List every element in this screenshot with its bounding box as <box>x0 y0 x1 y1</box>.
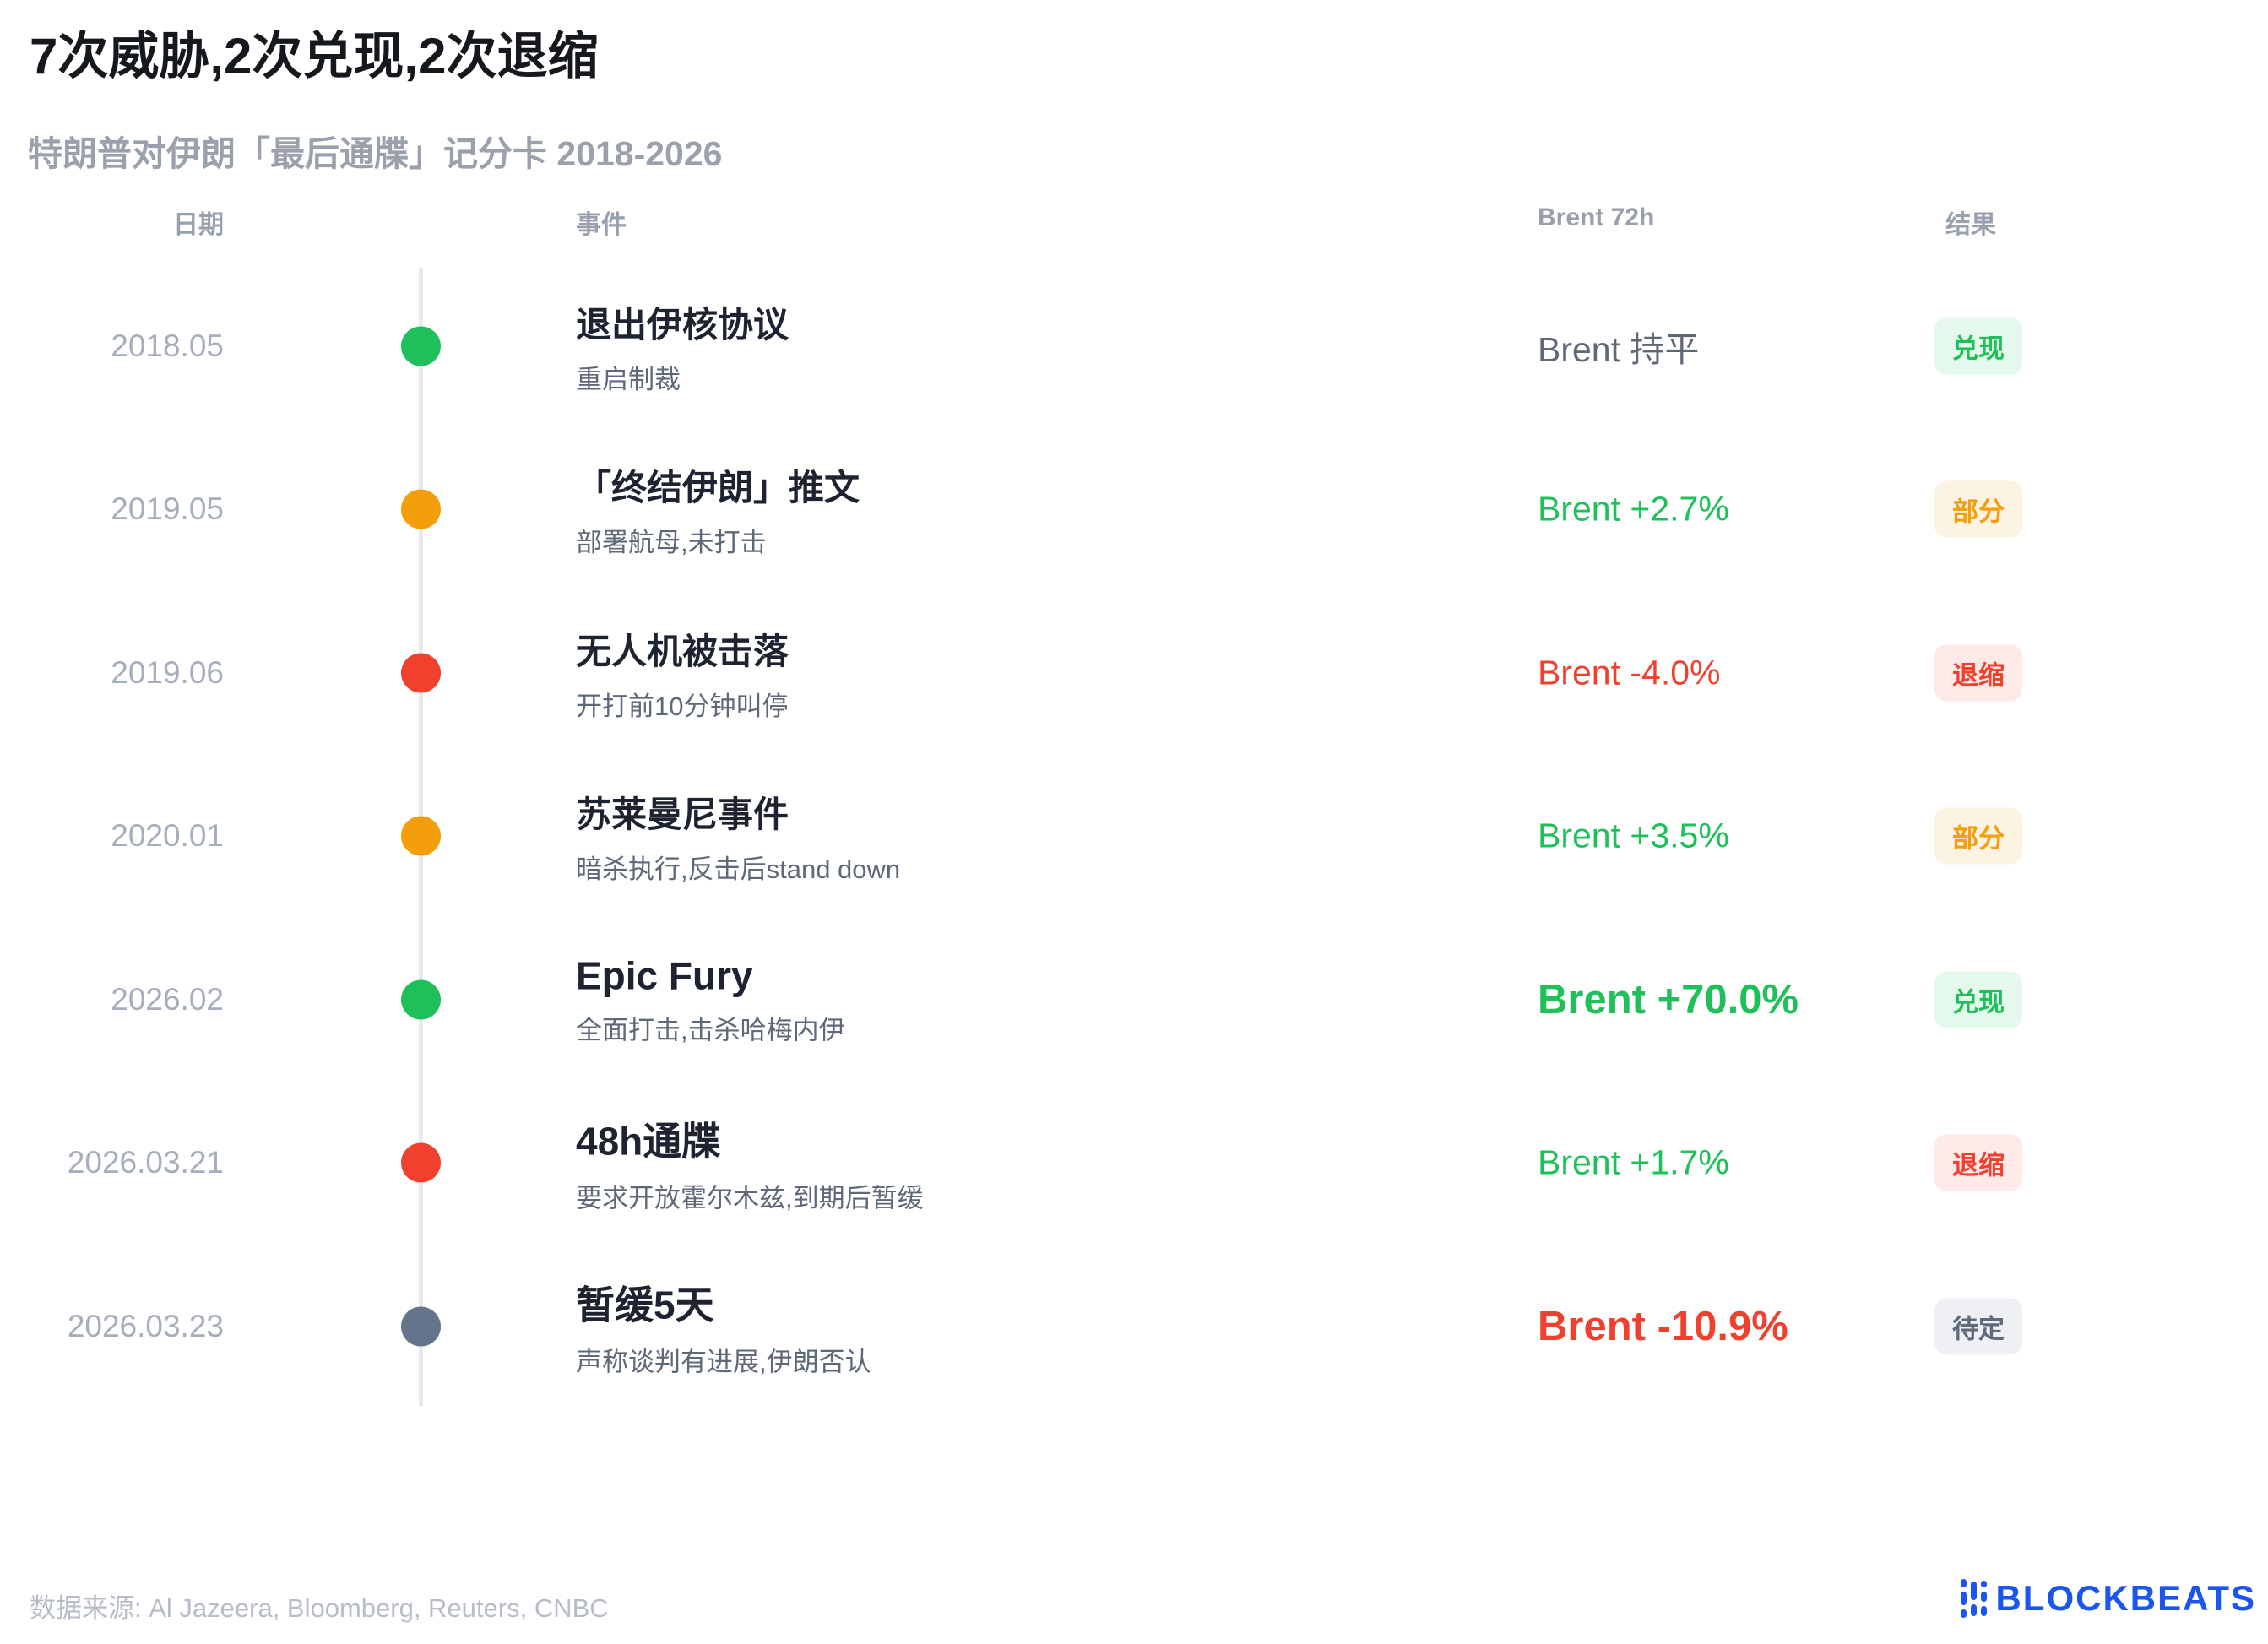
row-date: 2026.03.21 <box>67 1145 224 1180</box>
timeline-dot-icon <box>401 489 441 529</box>
brand-logo: BLOCKBEATS <box>1961 1578 2256 1619</box>
column-header-event: 事件 <box>576 211 627 239</box>
row-event: 48h通牒 要求开放霍尔木兹,到期后暂缓 <box>576 1111 924 1215</box>
timeline-dot-icon <box>401 1142 441 1183</box>
event-title: Epic Fury <box>576 953 753 998</box>
event-title: 无人机被击落 <box>576 631 789 671</box>
brent-change: Brent -10.9% <box>1538 1303 1788 1349</box>
brent-change: Brent +3.5% <box>1538 816 1729 855</box>
result-badge: 兑现 <box>1934 971 2022 1028</box>
timeline-dot-icon <box>401 326 441 366</box>
table-row: 2026.03.21 48h通牒 要求开放霍尔木兹,到期后暂缓 Brent +1… <box>0 1082 2268 1245</box>
brent-change: Brent 持平 <box>1538 329 1700 369</box>
brent-change: Brent -4.0% <box>1538 653 1721 692</box>
row-date: 2026.02 <box>111 981 224 1017</box>
page-subtitle: 特朗普对伊朗「最后通牒」记分卡 2018-2026 <box>28 134 723 173</box>
table-row: 2026.02 Epic Fury 全面打击,击杀哈梅内伊 Brent +70.… <box>0 918 2268 1082</box>
timeline-dot-icon <box>401 653 441 693</box>
result-badge: 待定 <box>1934 1298 2022 1355</box>
timeline-rows: 2018.05 退出伊核协议 重启制裁 Brent 持平 兑现 2019.05 … <box>0 264 2268 1408</box>
brand-wordmark: BLOCKBEATS <box>1995 1578 2256 1618</box>
event-subtitle: 要求开放霍尔木兹,到期后暂缓 <box>576 1183 924 1213</box>
timeline-dot-icon <box>401 1306 441 1347</box>
row-event: Epic Fury 全面打击,击杀哈梅内伊 <box>576 952 845 1046</box>
row-event: 无人机被击落 开打前10分钟叫停 <box>576 623 789 723</box>
table-row: 2018.05 退出伊核协议 重启制裁 Brent 持平 兑现 <box>0 264 2268 428</box>
result-badge: 退缩 <box>1934 644 2022 702</box>
table-row: 2020.01 苏莱曼尼事件 暗杀执行,反击后stand down Brent … <box>0 755 2268 919</box>
result-badge: 退缩 <box>1934 1134 2022 1191</box>
row-date: 2018.05 <box>111 328 224 363</box>
event-title: 48h通牒 <box>576 1119 721 1164</box>
brent-change: Brent +1.7% <box>1538 1142 1729 1182</box>
row-event: 退出伊核协议 重启制裁 <box>576 296 789 396</box>
event-subtitle: 全面打击,击杀哈梅内伊 <box>576 1015 845 1045</box>
timeline-dot-icon <box>401 979 441 1020</box>
event-title: 退出伊核协议 <box>576 304 789 345</box>
timeline-dot-icon <box>401 816 441 856</box>
table-row: 2019.06 无人机被击落 开打前10分钟叫停 Brent -4.0% 退缩 <box>0 591 2268 755</box>
brent-change: Brent +70.0% <box>1538 976 1799 1023</box>
result-badge: 部分 <box>1934 807 2022 865</box>
row-date: 2026.03.23 <box>67 1308 224 1343</box>
event-title: 「终结伊朗」推文 <box>576 468 860 508</box>
row-date: 2019.05 <box>111 491 224 527</box>
row-event: 苏莱曼尼事件 暗杀执行,反击后stand down <box>576 786 900 886</box>
brent-change: Brent +2.7% <box>1538 489 1729 529</box>
table-row: 2026.03.23 暂缓5天 声称谈判有进展,伊朗否认 Brent -10.9… <box>0 1245 2268 1408</box>
row-event: 「终结伊朗」推文 部署航母,未打击 <box>576 459 860 559</box>
event-subtitle: 声称谈判有进展,伊朗否认 <box>576 1347 871 1377</box>
column-header-date: 日期 <box>173 211 224 239</box>
event-title: 暂缓5天 <box>576 1283 714 1327</box>
event-subtitle: 部署航母,未打击 <box>576 528 767 558</box>
data-source-note: 数据来源: Al Jazeera, Bloomberg, Reuters, CN… <box>30 1593 609 1623</box>
event-subtitle: 重启制裁 <box>576 364 681 394</box>
event-subtitle: 暗杀执行,反击后stand down <box>576 855 901 885</box>
table-row: 2019.05 「终结伊朗」推文 部署航母,未打击 Brent +2.7% 部分 <box>0 428 2268 592</box>
result-badge: 兑现 <box>1934 317 2022 375</box>
page-title: 7次威胁,2次兑现,2次退缩 <box>30 28 599 84</box>
column-header-brent: Brent 72h <box>1538 203 1655 231</box>
event-title: 苏莱曼尼事件 <box>576 795 789 835</box>
result-badge: 部分 <box>1934 480 2022 538</box>
event-subtitle: 开打前10分钟叫停 <box>576 691 789 721</box>
row-date: 2019.06 <box>111 654 224 690</box>
column-header-result: 结果 <box>1945 211 1996 239</box>
equalizer-bars-icon <box>1961 1579 1988 1618</box>
row-event: 暂缓5天 声称谈判有进展,伊朗否认 <box>576 1274 871 1378</box>
row-date: 2020.01 <box>111 818 224 854</box>
